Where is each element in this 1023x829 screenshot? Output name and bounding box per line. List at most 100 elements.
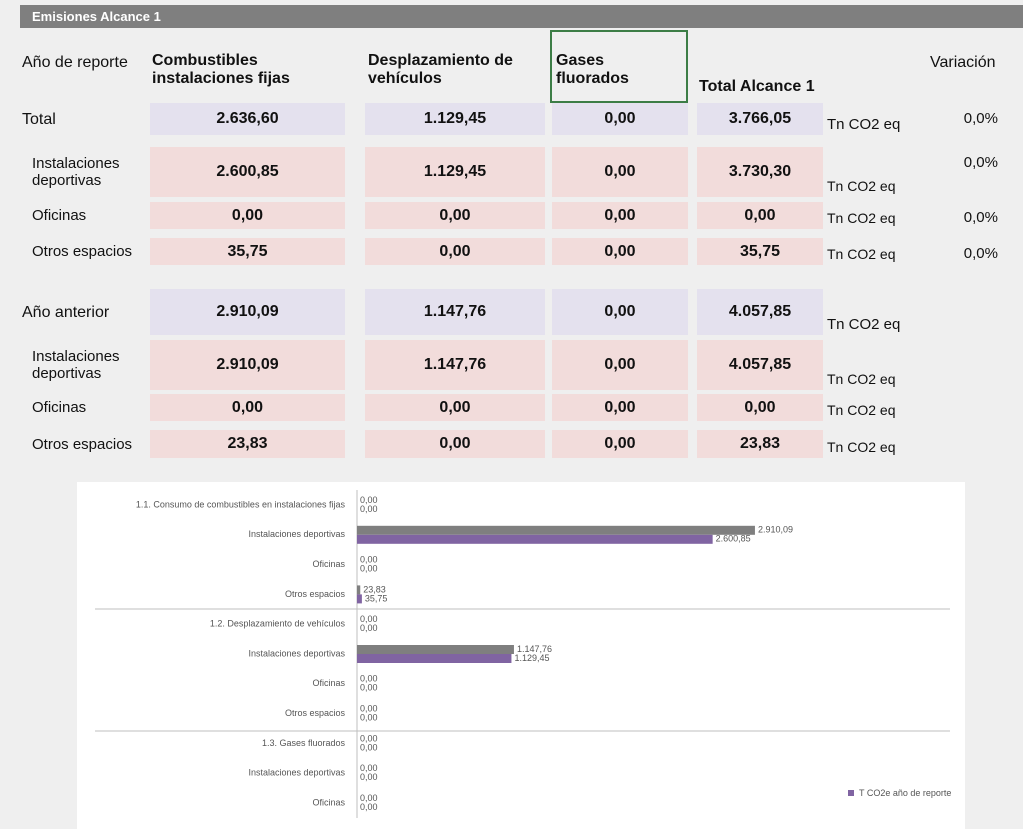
value-cell: 0,00 xyxy=(365,202,545,229)
category-label: Otros espacios xyxy=(285,589,346,599)
unit: Tn CO2 eq xyxy=(827,370,896,387)
category-label: Oficinas xyxy=(312,559,345,569)
data-label: 0,00 xyxy=(360,683,378,693)
value-cell: 1.129,45 xyxy=(365,147,545,197)
column-header: Año de reporte xyxy=(22,54,128,71)
data-label: 0,00 xyxy=(360,793,378,803)
legend-swatch xyxy=(848,790,854,796)
data-label: 0,00 xyxy=(360,772,378,782)
category-label: Oficinas xyxy=(312,797,345,807)
value-cell: 4.057,85 xyxy=(697,289,823,335)
data-label: 0,00 xyxy=(360,703,378,713)
value-cell: 2.910,09 xyxy=(150,289,345,335)
category-label: 1.2. Desplazamiento de vehículos xyxy=(210,619,346,629)
value-cell: 0,00 xyxy=(552,430,688,458)
data-label: 2.600,85 xyxy=(716,534,751,544)
value-cell: 1.147,76 xyxy=(365,289,545,335)
value-cell: 2.910,09 xyxy=(150,340,345,390)
data-label: 23,83 xyxy=(363,584,386,594)
value-cell: 0,00 xyxy=(552,202,688,229)
data-label: 0,00 xyxy=(360,742,378,752)
unit: Tn CO2 eq xyxy=(827,438,896,455)
value-cell: 35,75 xyxy=(697,238,823,265)
row-label: Instalaciones deportivas xyxy=(32,155,120,189)
row-label: Otros espacios xyxy=(32,435,133,453)
value-cell: 1.147,76 xyxy=(365,340,545,390)
bar xyxy=(357,534,713,544)
unit: Tn CO2 eq xyxy=(827,115,901,133)
value-cell: 0,00 xyxy=(552,147,688,197)
data-label: 0,00 xyxy=(360,674,378,684)
value-cell: 0,00 xyxy=(365,238,545,265)
row-label: Oficinas xyxy=(32,207,87,224)
unit: Tn CO2 eq xyxy=(827,209,896,226)
value-cell: 0,00 xyxy=(150,394,345,421)
value-cell: 23,83 xyxy=(697,430,823,458)
column-header: Desplazamiento de vehículos xyxy=(368,52,513,87)
unit: Tn CO2 eq xyxy=(827,245,896,262)
category-label: Otros espacios xyxy=(285,708,346,718)
data-label: 0,00 xyxy=(360,763,378,773)
row-label: Total xyxy=(22,110,56,128)
data-label: 0,00 xyxy=(360,614,378,624)
unit: Tn CO2 eq xyxy=(827,401,896,418)
data-label: 0,00 xyxy=(360,712,378,722)
bar xyxy=(357,585,361,595)
variation: 0,0% xyxy=(963,208,998,226)
sheet-title: Emisiones Alcance 1 xyxy=(32,9,161,24)
data-label: 0,00 xyxy=(360,495,378,505)
category-label: 1.3. Gases fluorados xyxy=(262,738,346,748)
value-cell: 1.129,45 xyxy=(365,103,545,135)
bar xyxy=(357,654,512,663)
legend: T CO2e año de reporte xyxy=(848,788,953,799)
category-label: Instalaciones deportivas xyxy=(248,529,345,539)
category-label: Instalaciones deportivas xyxy=(248,768,345,778)
value-cell: 3.730,30 xyxy=(697,147,823,197)
value-cell: 0,00 xyxy=(365,394,545,421)
value-cell: 35,75 xyxy=(150,238,345,265)
data-label: 2.910,09 xyxy=(758,525,793,535)
row-label: Otros espacios xyxy=(32,243,133,260)
value-cell: 0,00 xyxy=(552,103,688,135)
data-label: 0,00 xyxy=(360,623,378,633)
value-cell: 3.766,05 xyxy=(697,103,823,135)
data-label: 0,00 xyxy=(360,563,378,573)
column-header: Combustibles instalaciones fijas xyxy=(152,52,290,87)
category-label: 1.1. Consumo de combustibles en instalac… xyxy=(136,499,346,509)
title-bar: Emisiones Alcance 1 xyxy=(20,5,1023,28)
value-cell: 0,00 xyxy=(552,238,688,265)
variation: 0,0% xyxy=(963,153,998,171)
value-cell: 0,00 xyxy=(365,430,545,458)
value-cell: 0,00 xyxy=(552,394,688,421)
bar xyxy=(357,645,514,654)
row-label: Instalaciones deportivas xyxy=(32,348,120,382)
row-label: Año anterior xyxy=(22,303,110,321)
unit: Tn CO2 eq xyxy=(827,177,896,194)
legend-label: T CO2e año de reporte xyxy=(859,788,952,798)
value-cell: 23,83 xyxy=(150,430,345,458)
row-label: Oficinas xyxy=(32,399,87,416)
category-label: Instalaciones deportivas xyxy=(248,648,345,658)
data-label: 0,00 xyxy=(360,802,378,812)
value-cell: 0,00 xyxy=(150,202,345,229)
bar xyxy=(357,525,755,535)
data-label: 0,00 xyxy=(360,733,378,743)
value-cell: 0,00 xyxy=(697,202,823,229)
column-header: Gases fluorados xyxy=(556,52,629,87)
value-cell: 2.600,85 xyxy=(150,147,345,197)
selected-cell[interactable] xyxy=(550,30,688,103)
value-cell: 4.057,85 xyxy=(697,340,823,390)
variation: 0,0% xyxy=(963,109,998,127)
bar xyxy=(357,594,362,604)
category-label: Oficinas xyxy=(312,678,345,688)
data-label: 35,75 xyxy=(365,593,388,603)
data-label: 1.129,45 xyxy=(514,653,549,663)
value-cell: 0,00 xyxy=(552,289,688,335)
value-cell: 2.636,60 xyxy=(150,103,345,135)
column-header: Variación xyxy=(930,54,996,71)
unit: Tn CO2 eq xyxy=(827,315,901,333)
column-header: Total Alcance 1 xyxy=(699,78,815,95)
data-label: 0,00 xyxy=(360,554,378,564)
variation: 0,0% xyxy=(963,244,998,262)
